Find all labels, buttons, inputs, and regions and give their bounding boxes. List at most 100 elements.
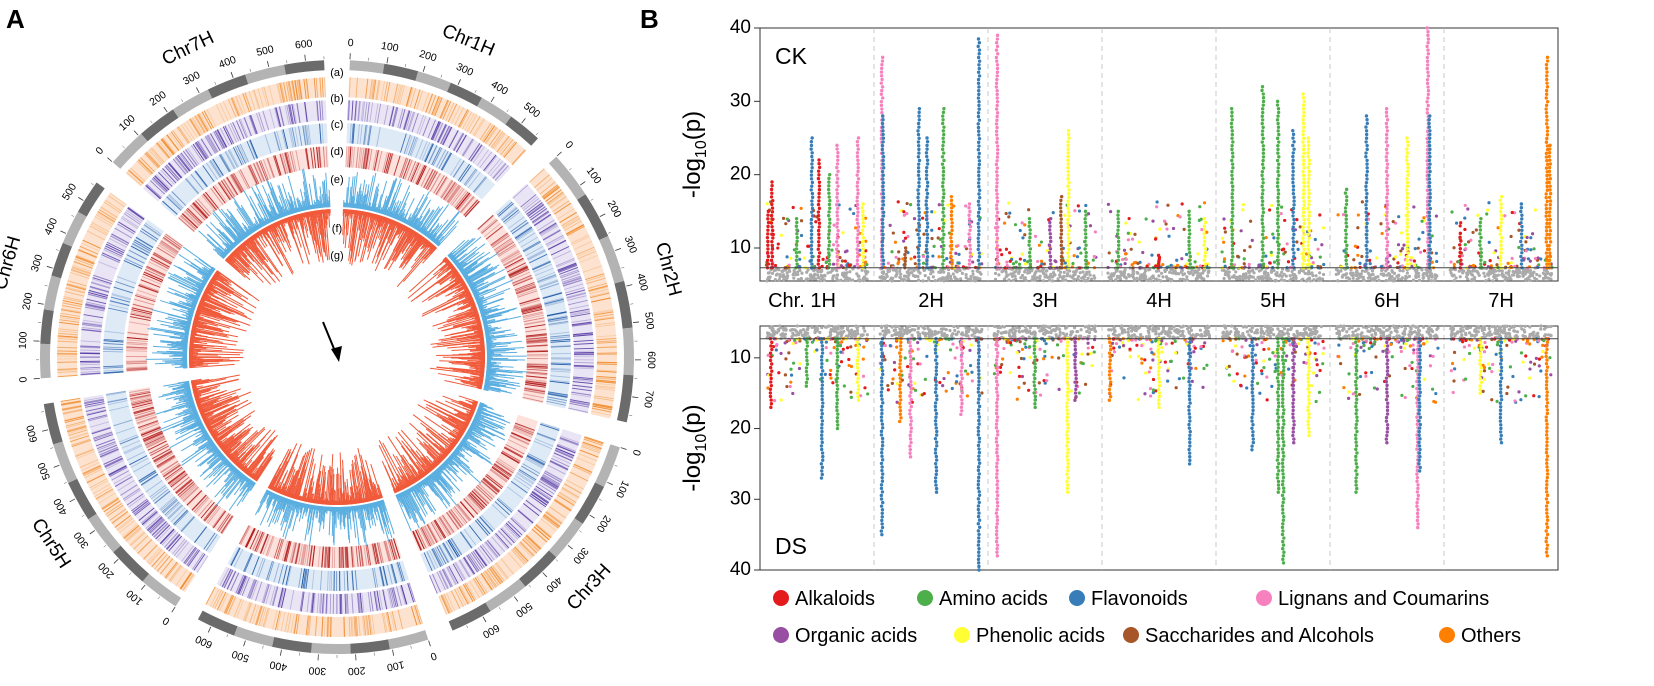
- bar-f: [396, 209, 402, 220]
- heat-line: [577, 250, 597, 260]
- heat-line: [566, 225, 585, 236]
- bar-f: [345, 187, 348, 208]
- bar-f: [395, 214, 399, 220]
- heat-line: [592, 405, 613, 411]
- bar-f: [403, 218, 407, 224]
- axis-minor-tick: [50, 447, 54, 449]
- bar-f: [352, 200, 355, 208]
- heat-line: [357, 100, 360, 121]
- bar-f: [361, 184, 368, 210]
- heat-line: [440, 152, 452, 171]
- bar-g: [364, 211, 367, 216]
- heat-line: [547, 192, 565, 205]
- heat-line: [397, 84, 404, 105]
- heat-line: [447, 103, 458, 123]
- bar-f: [380, 195, 388, 214]
- bar-f: [403, 217, 407, 223]
- heat-line: [352, 146, 356, 168]
- heat-line: [596, 346, 617, 349]
- bar-g: [350, 210, 357, 252]
- heat-line: [363, 148, 368, 170]
- heat-line: [420, 167, 431, 187]
- heat-line: [411, 113, 419, 133]
- axis-minor-tick: [621, 266, 625, 269]
- bar-f: [418, 227, 422, 232]
- bar-f: [426, 232, 431, 238]
- heat-line: [547, 312, 567, 317]
- bar-f: [378, 209, 381, 214]
- bar-f: [404, 218, 407, 224]
- heat-line: [488, 129, 502, 147]
- heat-line: [549, 195, 567, 208]
- heat-line: [363, 124, 367, 145]
- heat-line: [562, 277, 582, 285]
- tick-label: 100: [386, 658, 406, 673]
- heat-line: [571, 322, 592, 327]
- bar-f: [419, 210, 435, 233]
- heat-line: [440, 180, 454, 199]
- heat-line: [451, 188, 465, 206]
- heat-track-bg: [528, 168, 617, 419]
- bar-f: [414, 224, 418, 230]
- heat-line: [452, 160, 465, 178]
- tick-label: 0: [17, 376, 29, 383]
- bar-f: [405, 220, 409, 225]
- bar-g: [366, 212, 369, 217]
- axis-minor-tick: [457, 81, 460, 85]
- heat-line: [451, 105, 461, 124]
- bar-f: [374, 207, 377, 212]
- bar-g: [421, 240, 429, 250]
- heat-line: [392, 107, 399, 127]
- heat-line: [591, 410, 611, 416]
- bar-f: [392, 213, 396, 219]
- heat-line: [534, 214, 552, 227]
- bar-f: [406, 219, 411, 225]
- heat-line: [453, 160, 465, 178]
- heat-line: [399, 133, 407, 153]
- heat-line: [413, 89, 421, 109]
- heat-line: [462, 138, 474, 157]
- bar-f: [395, 213, 399, 220]
- heat-line: [343, 616, 346, 637]
- heat-line: [591, 407, 612, 413]
- heat-line: [375, 80, 380, 101]
- bar-g: [384, 217, 387, 224]
- heat-line: [569, 400, 590, 405]
- heat-line: [376, 103, 382, 124]
- heat-line: [366, 101, 370, 122]
- heat-line: [434, 122, 444, 142]
- heat-line: [357, 100, 361, 121]
- heat-line: [492, 132, 505, 149]
- ideogram-band: [43, 402, 63, 445]
- bar-g: [348, 209, 354, 249]
- bar-f: [379, 207, 383, 214]
- bar-f: [390, 206, 396, 218]
- bar-f: [421, 229, 426, 234]
- bar-f: [360, 195, 364, 210]
- heat-line: [459, 195, 475, 213]
- ideogram-band: [614, 280, 633, 329]
- bar-f: [407, 193, 425, 225]
- heat-line: [422, 117, 431, 137]
- heat-line: [588, 285, 608, 292]
- heat-line: [547, 239, 567, 250]
- heat-line: [380, 80, 385, 101]
- heat-line: [572, 377, 593, 381]
- bar-f: [387, 211, 391, 217]
- heat-line: [348, 77, 351, 98]
- bar-f: [382, 196, 389, 215]
- heat-line: [372, 149, 378, 171]
- heat-line: [429, 172, 441, 192]
- heat-line: [595, 387, 616, 392]
- heat-line: [593, 397, 614, 402]
- bar-f: [356, 187, 361, 209]
- heat-line: [407, 87, 414, 107]
- tick-label: 300: [570, 545, 590, 566]
- bar-g: [359, 213, 373, 263]
- bar-g: [379, 217, 388, 240]
- heat-line: [498, 137, 512, 154]
- heat-line: [399, 157, 408, 178]
- bar-f: [358, 190, 362, 209]
- heat-line: [570, 310, 590, 315]
